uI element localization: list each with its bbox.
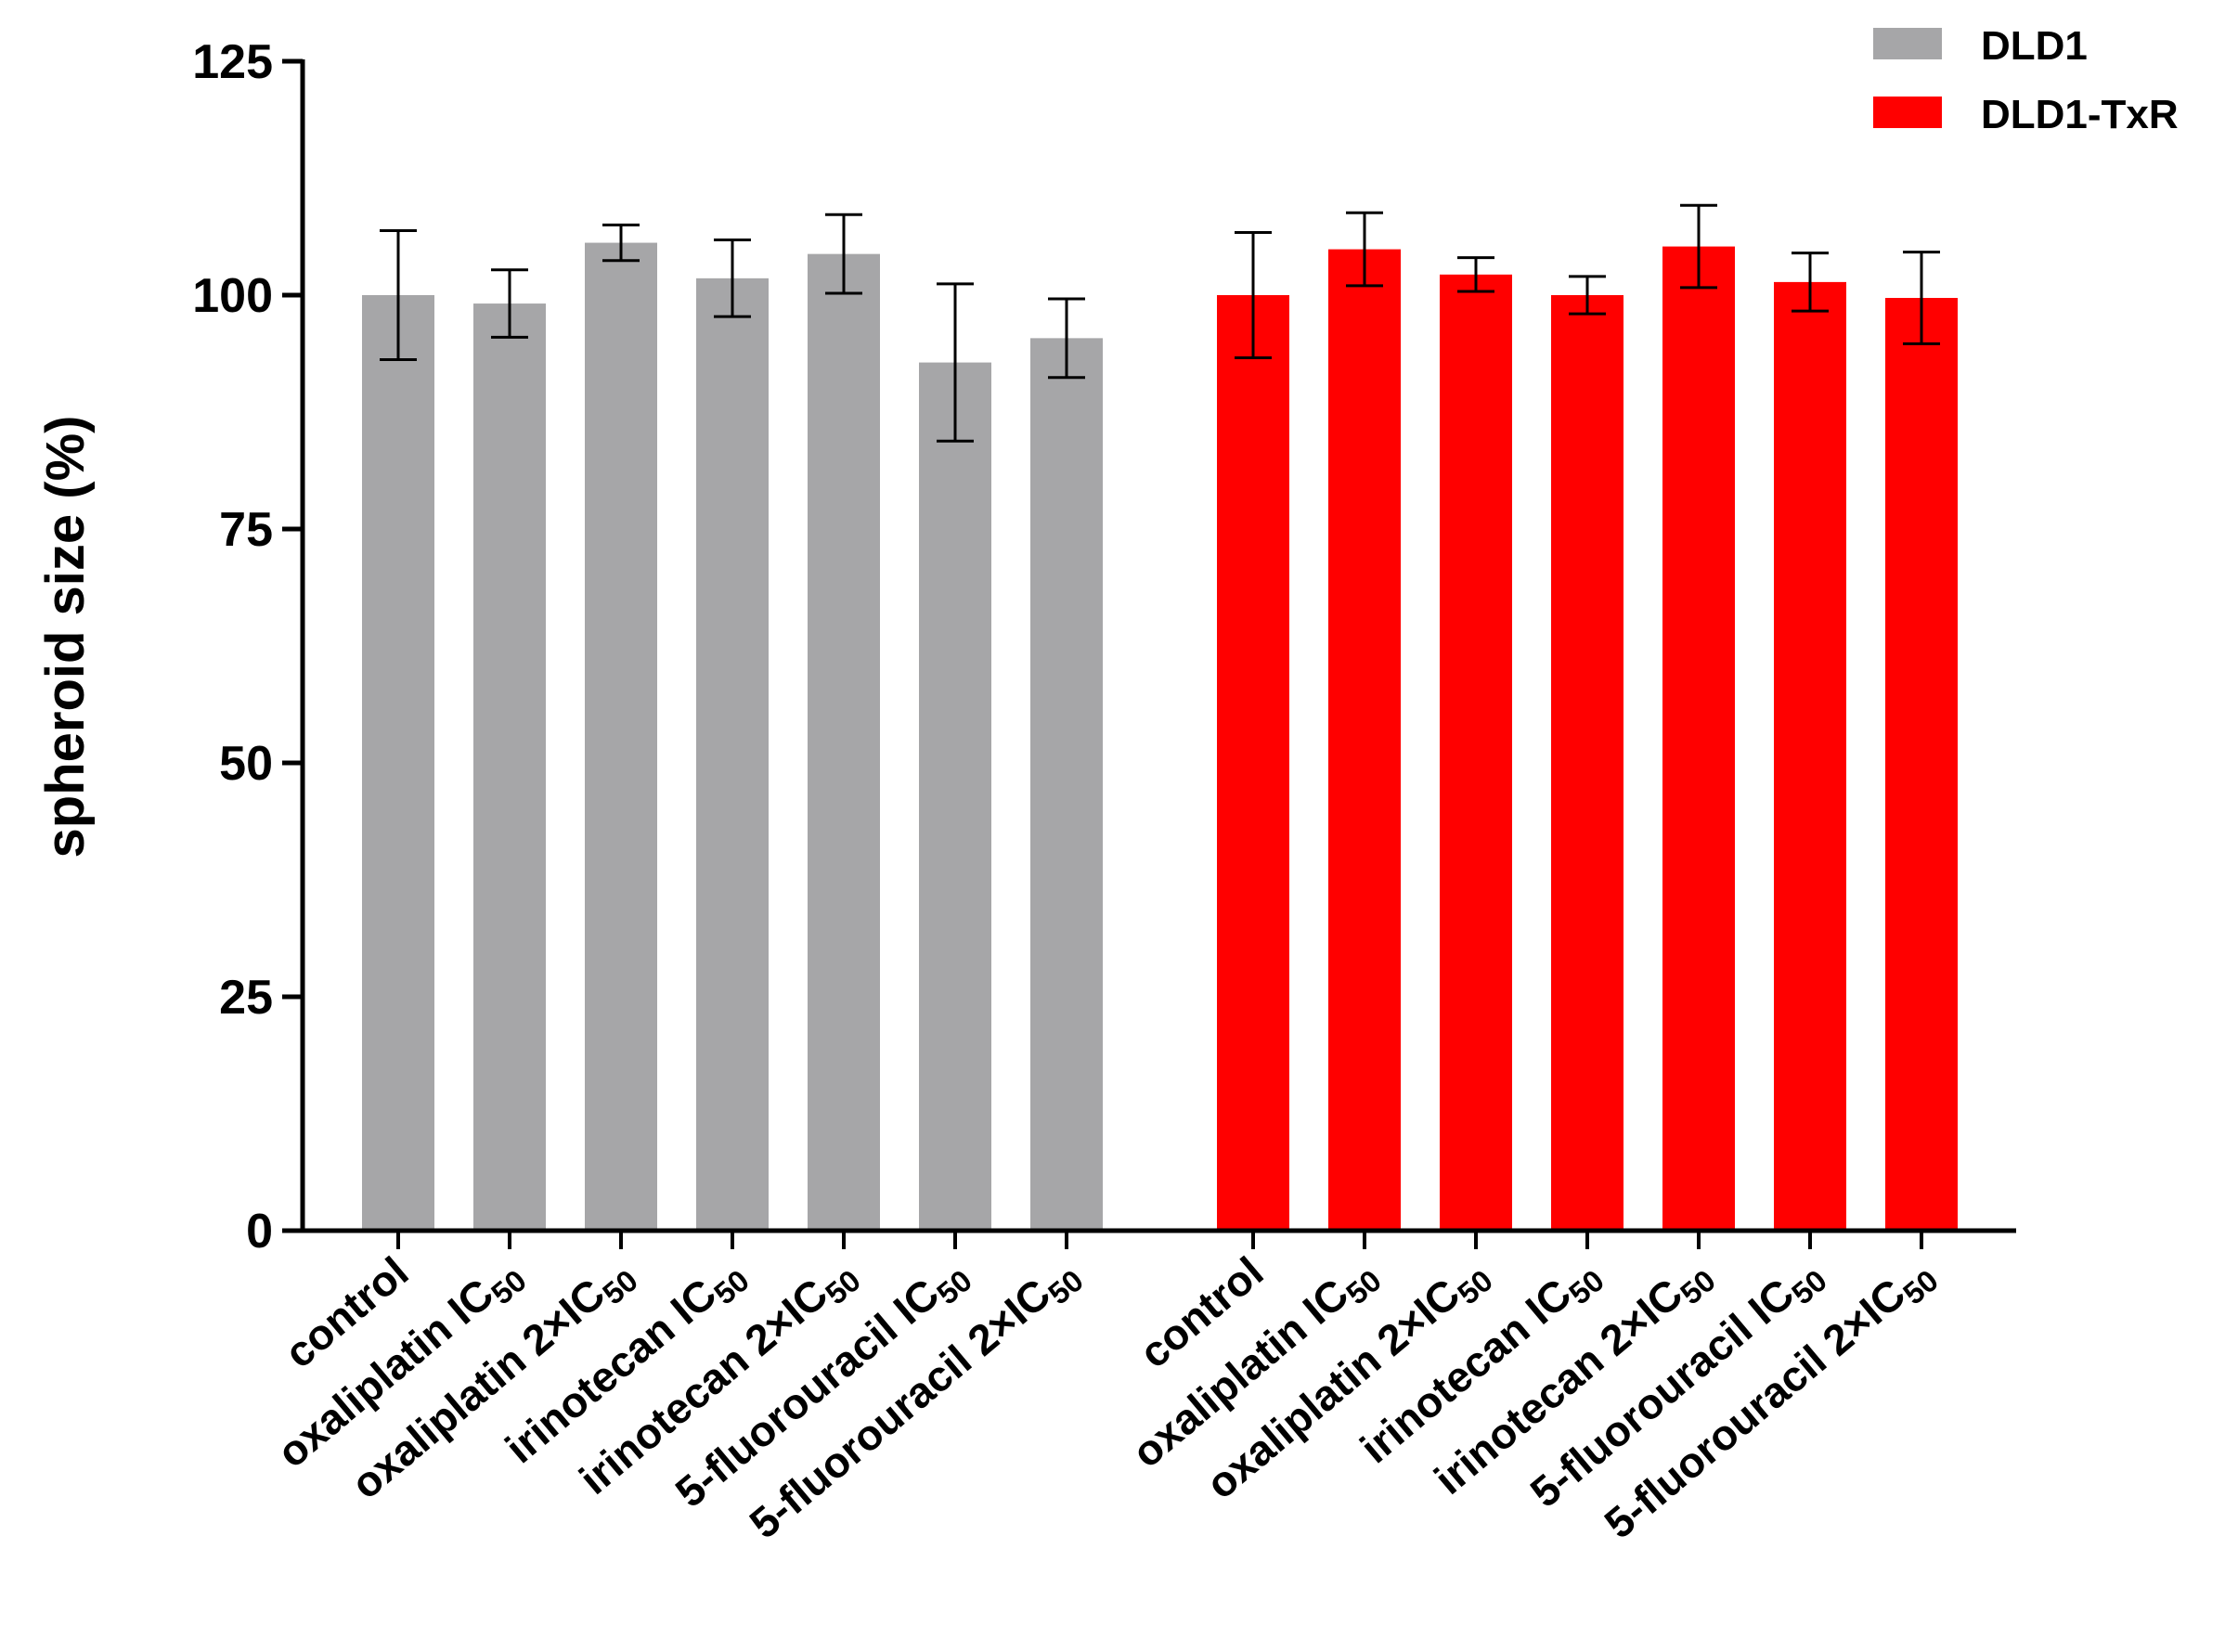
y-tick-label: 125 — [192, 35, 273, 89]
bar-dld1-txr-4 — [1551, 295, 1624, 1231]
bars-layer — [362, 242, 1958, 1232]
bar-dld1-5 — [808, 253, 880, 1232]
bar-dld1-txr-5 — [1662, 246, 1735, 1232]
legend-label: DLD1 — [1981, 23, 2088, 69]
error-bars-layer — [380, 203, 1940, 443]
bar-dld1-2 — [473, 303, 546, 1231]
legend: DLD1 DLD1-TxR — [1873, 23, 2179, 137]
y-tick-label: 0 — [246, 1205, 273, 1258]
bar-dld1-3 — [585, 242, 657, 1231]
y-axis-title: spheroid size (%) — [35, 416, 96, 858]
bar-dld1-4 — [696, 277, 769, 1232]
legend-swatch — [1873, 28, 1942, 59]
bar-dld1-txr-7 — [1885, 298, 1958, 1231]
bar-dld1-txr-1 — [1217, 295, 1289, 1231]
bar-dld1-txr-3 — [1440, 274, 1512, 1232]
bar-dld1-txr-2 — [1328, 249, 1401, 1231]
bar-dld1-7 — [1030, 338, 1103, 1231]
y-tick-label: 75 — [219, 503, 273, 557]
axes-layer: 0 25 50 75 100 125 spheroid size (%) — [35, 35, 2016, 1258]
legend-swatch — [1873, 97, 1942, 128]
bar-dld1-txr-6 — [1774, 281, 1846, 1231]
y-tick-label: 100 — [192, 269, 273, 323]
y-tick-label: 50 — [219, 737, 273, 791]
bar-dld1-1 — [362, 295, 434, 1231]
y-tick-label: 25 — [219, 971, 273, 1025]
bar-dld1-6 — [919, 362, 991, 1231]
legend-label: DLD1-TxR — [1981, 92, 2179, 137]
